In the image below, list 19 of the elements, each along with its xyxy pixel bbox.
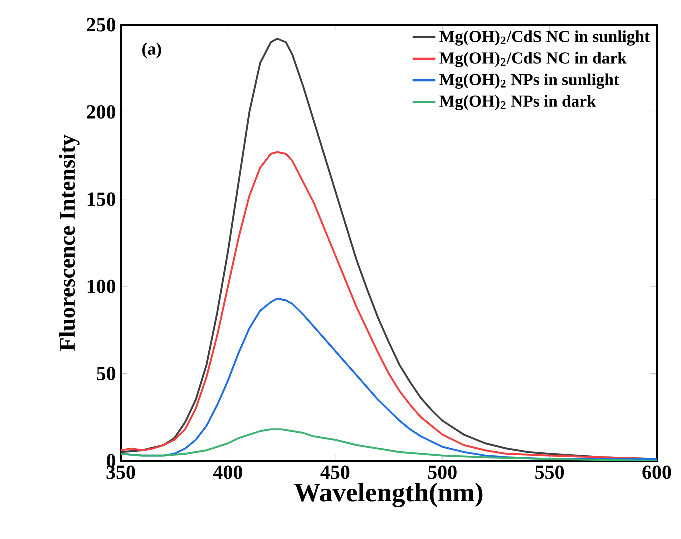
y-tick-label: 250 (87, 18, 116, 32)
x-tick-label: 550 (536, 466, 564, 480)
x-tick-label: 450 (320, 466, 350, 480)
y-tick-label: 200 (87, 105, 116, 119)
y-tick-label: 50 (97, 367, 116, 381)
annotation: (a) (142, 42, 162, 58)
y-tick-label: 150 (88, 192, 116, 206)
x-tick-label: 600 (642, 466, 672, 480)
x-tick-label: 350 (106, 466, 136, 480)
y-axis-title: Fluorescence Intensity (59, 134, 80, 351)
text: Mg(OH)$_{2}$/CdS NC in sunlight (440, 30, 650, 46)
legend-label: Mg(OH)$_{2}$/CdS NC in dark (440, 52, 627, 68)
x-tick-label: 400 (213, 466, 242, 480)
x-axis-title: Wavelength(nm) (294, 483, 483, 508)
y-tick-label: 100 (88, 280, 116, 294)
y-tick-label: 0 (107, 454, 116, 468)
x-tick-label: 500 (428, 466, 457, 480)
legend-label: Mg(OH)$_{2}$ NPs in dark (440, 95, 596, 111)
legend-label: Mg(OH)$_{2}$ NPs in sunlight (440, 74, 620, 89)
